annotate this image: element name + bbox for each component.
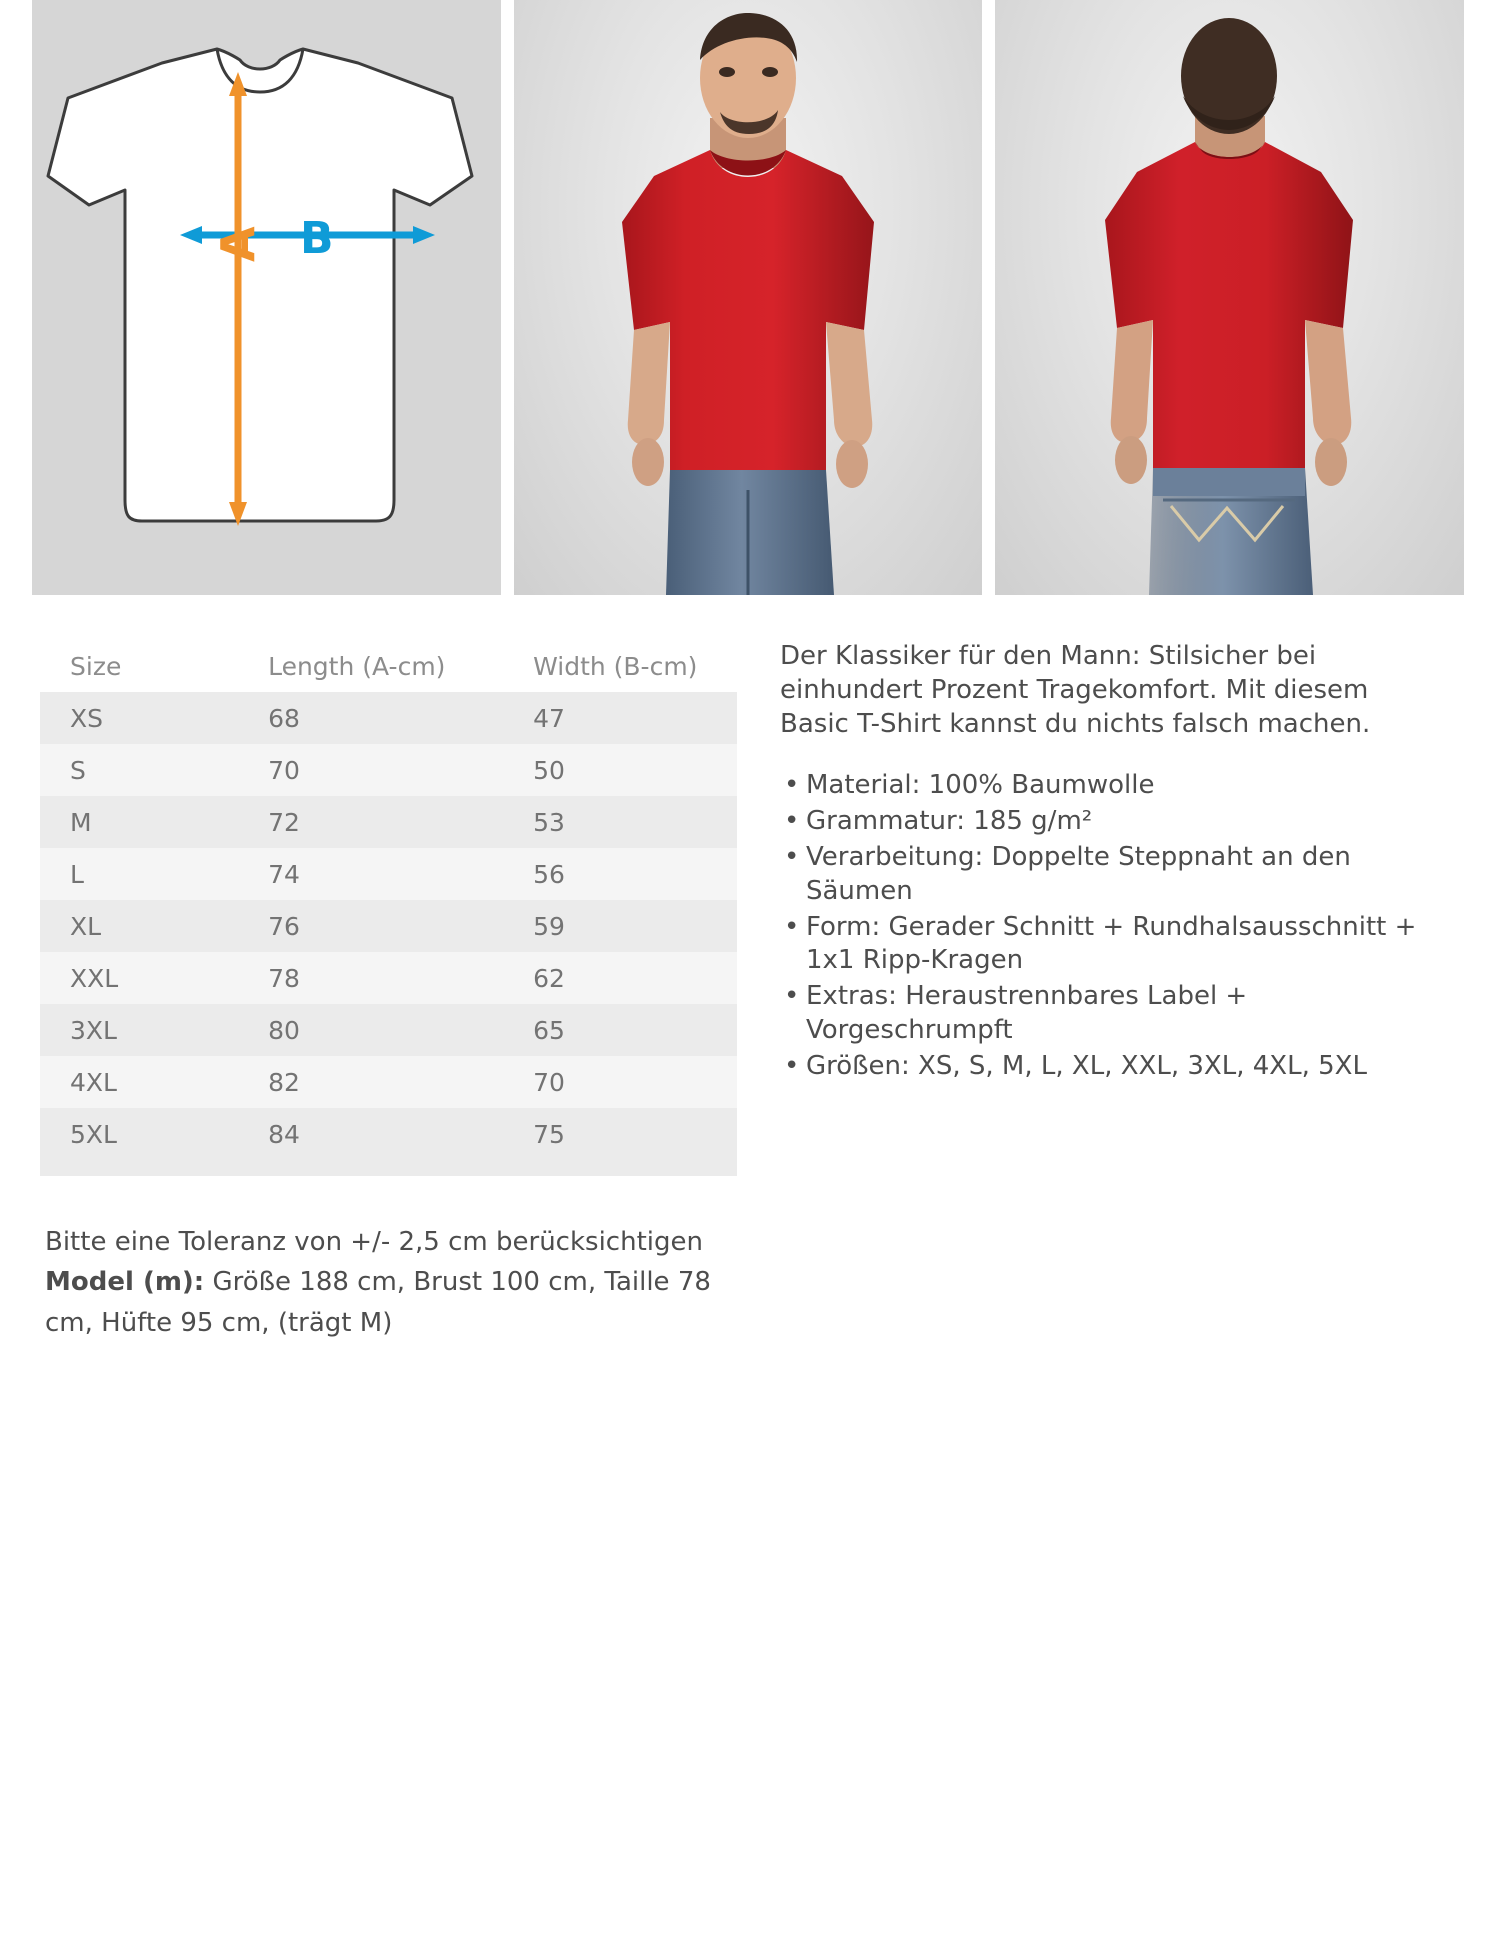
table-row: 5XL 84 75 <box>40 1108 737 1160</box>
cell-length: 80 <box>268 1015 300 1045</box>
table-row: XS 68 47 <box>40 692 737 744</box>
table-row: 4XL 82 70 <box>40 1056 737 1108</box>
cell-size: 3XL <box>70 1015 117 1045</box>
cell-length: 76 <box>268 911 300 941</box>
cell-width: 65 <box>533 1015 565 1045</box>
list-item: Verarbeitung: Doppelte Steppnaht an den … <box>780 841 1440 909</box>
table-row: S 70 50 <box>40 744 737 796</box>
description-bullet-list: Material: 100% Baumwolle Grammatur: 185 … <box>780 769 1440 1083</box>
model-back-illustration <box>1105 18 1354 595</box>
model-front-illustration <box>621 12 874 595</box>
diagram-label-a: A <box>211 226 265 262</box>
table-row: 3XL 80 65 <box>40 1004 737 1056</box>
cell-size: XL <box>70 911 102 941</box>
cell-size: XXL <box>70 963 119 993</box>
tshirt-outline-icon: B A <box>46 47 474 526</box>
table-row: XXL 78 62 <box>40 952 737 1004</box>
footer-notes: Bitte eine Toleranz von +/- 2,5 cm berüc… <box>45 1222 745 1343</box>
model-note-text: Größe 188 cm, Brust 100 cm, Taille 78 cm… <box>45 1267 711 1338</box>
cell-length: 68 <box>268 703 300 733</box>
header-length: Length (A-cm) <box>268 651 446 681</box>
header-size: Size <box>70 651 122 681</box>
cell-width: 47 <box>533 703 565 733</box>
model-note-label: Model (m): <box>45 1267 205 1298</box>
header-width: Width (B-cm) <box>533 651 698 681</box>
cell-width: 70 <box>533 1067 565 1097</box>
cell-size: M <box>70 807 92 837</box>
cell-length: 82 <box>268 1067 300 1097</box>
size-chart-head: Size Length (A-cm) Width (B-cm) <box>40 640 737 692</box>
cell-width: 62 <box>533 963 565 993</box>
diagram-label-b: B <box>300 213 334 264</box>
list-item: Größen: XS, S, M, L, XL, XXL, 3XL, 4XL, … <box>780 1050 1440 1084</box>
cell-length: 70 <box>268 755 300 785</box>
table-header-row: Size Length (A-cm) Width (B-cm) <box>40 640 737 692</box>
cell-width: 56 <box>533 859 565 889</box>
list-item: Extras: Heraustrennbares Label + Vorgesc… <box>780 980 1440 1048</box>
table-row: L 74 56 <box>40 848 737 900</box>
cell-width: 50 <box>533 755 565 785</box>
list-item: Form: Gerader Schnitt + Rundhalsausschni… <box>780 911 1440 979</box>
list-item: Grammatur: 185 g/m² <box>780 805 1440 839</box>
size-chart-table: Size Length (A-cm) Width (B-cm) XS 68 47… <box>40 640 737 1160</box>
size-chart-body: XS 68 47 S 70 50 M 72 53 L 74 56 XL 76 5… <box>40 692 737 1160</box>
cell-width: 59 <box>533 911 565 941</box>
description-lead: Der Klassiker für den Mann: Stilsicher b… <box>780 641 1371 739</box>
model-back-photo <box>995 0 1465 595</box>
table-row: XL 76 59 <box>40 900 737 952</box>
cell-width: 75 <box>533 1119 565 1149</box>
cell-size: S <box>70 755 86 785</box>
product-image-strip: B A <box>32 0 1465 595</box>
cell-size: XS <box>70 703 103 733</box>
measurement-diagram-panel: B A <box>32 0 501 595</box>
cell-length: 84 <box>268 1119 300 1149</box>
cell-length: 72 <box>268 807 300 837</box>
model-front-photo <box>513 0 983 595</box>
tolerance-note: Bitte eine Toleranz von +/- 2,5 cm berüc… <box>45 1227 703 1257</box>
cell-size: 4XL <box>70 1067 117 1097</box>
table-bottom-strip <box>40 1152 737 1176</box>
cell-length: 74 <box>268 859 300 889</box>
cell-size: 5XL <box>70 1119 117 1149</box>
cell-size: L <box>70 859 84 889</box>
table-row: M 72 53 <box>40 796 737 848</box>
product-description: Der Klassiker für den Mann: Stilsicher b… <box>780 640 1440 1086</box>
list-item: Material: 100% Baumwolle <box>780 769 1440 803</box>
cell-length: 78 <box>268 963 300 993</box>
model-note: Model (m): Größe 188 cm, Brust 100 cm, T… <box>45 1262 745 1343</box>
cell-width: 53 <box>533 807 565 837</box>
